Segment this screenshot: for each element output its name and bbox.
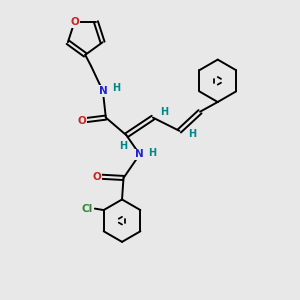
Text: N: N [135,149,144,159]
Text: O: O [93,172,101,182]
Text: H: H [188,129,196,140]
Text: O: O [70,17,79,27]
Text: H: H [112,83,120,93]
Text: H: H [148,148,156,158]
Text: N: N [98,86,107,96]
Text: H: H [160,107,168,117]
Text: O: O [78,116,87,126]
Text: H: H [119,141,128,151]
Text: Cl: Cl [82,204,93,214]
